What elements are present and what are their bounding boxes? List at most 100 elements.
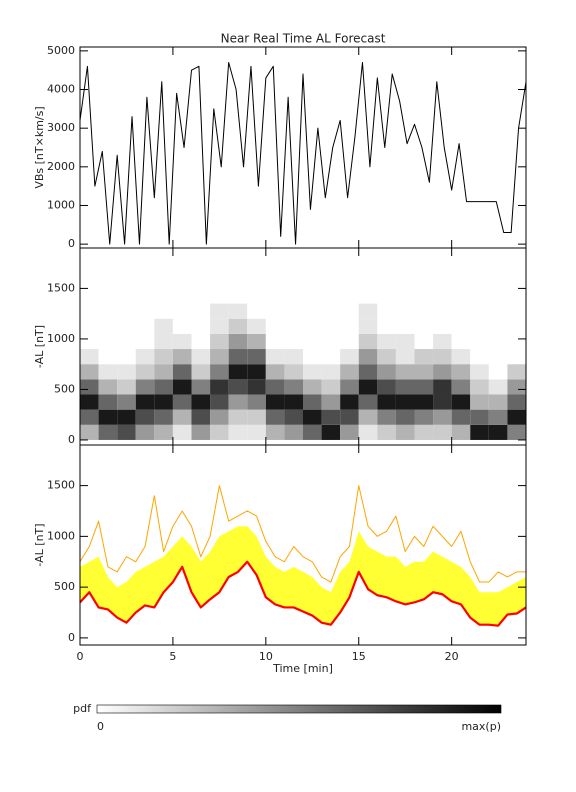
heat-cell bbox=[284, 333, 303, 350]
heat-cell bbox=[395, 394, 415, 410]
heat-cell bbox=[80, 318, 99, 334]
heat-cell bbox=[377, 288, 396, 304]
heat-cell bbox=[377, 364, 396, 380]
heat-cell bbox=[414, 424, 434, 440]
heat-cell bbox=[98, 333, 118, 350]
heat-cell bbox=[135, 364, 155, 380]
heat-cell bbox=[451, 333, 471, 350]
heat-cell bbox=[154, 364, 173, 380]
heat-cell bbox=[154, 394, 173, 410]
x-tick-label: 0 bbox=[77, 650, 84, 663]
heat-cell bbox=[451, 318, 471, 334]
heat-cell bbox=[80, 333, 99, 350]
heat-cell bbox=[433, 409, 452, 425]
heat-cell bbox=[98, 303, 118, 319]
y-tick-label: 500 bbox=[54, 580, 75, 593]
heat-cell bbox=[98, 394, 118, 410]
heat-cell bbox=[488, 379, 508, 395]
heat-cell bbox=[414, 303, 434, 319]
heat-cell bbox=[154, 379, 173, 395]
heat-cell bbox=[247, 288, 266, 304]
heat-cell bbox=[321, 364, 341, 380]
heat-cell bbox=[340, 424, 359, 440]
heat-cell bbox=[265, 409, 285, 425]
heat-cell bbox=[414, 349, 434, 365]
heat-cell bbox=[414, 379, 434, 395]
heat-cell bbox=[507, 349, 526, 365]
heat-cell bbox=[247, 409, 266, 425]
heat-cell bbox=[228, 349, 248, 365]
heat-cell bbox=[228, 318, 248, 334]
heat-cell bbox=[265, 333, 285, 350]
heat-cell bbox=[228, 333, 248, 350]
heat-cell bbox=[340, 379, 359, 395]
colorbar-label: pdf bbox=[73, 702, 92, 715]
heat-cell bbox=[340, 333, 359, 350]
heat-cell bbox=[191, 333, 211, 350]
heat-cell bbox=[414, 364, 434, 380]
heat-cell bbox=[210, 424, 229, 440]
heat-cell bbox=[135, 318, 155, 334]
heat-cell bbox=[172, 333, 192, 350]
heat-cell bbox=[321, 349, 341, 365]
y-axis-label: -AL [nT] bbox=[33, 325, 46, 368]
heat-cell bbox=[172, 409, 192, 425]
band bbox=[80, 526, 526, 626]
heat-cell bbox=[154, 349, 173, 365]
y-tick-label: 1500 bbox=[47, 281, 75, 294]
y-tick-label: 1500 bbox=[47, 479, 75, 492]
heat-cell bbox=[98, 424, 118, 440]
heat-cell bbox=[358, 349, 378, 365]
heat-cell bbox=[488, 409, 508, 425]
heat-cell bbox=[265, 424, 285, 440]
heat-cell bbox=[284, 288, 303, 304]
heat-cell bbox=[154, 318, 173, 334]
heat-cell bbox=[117, 409, 136, 425]
heat-cell bbox=[135, 394, 155, 410]
heat-cell bbox=[284, 349, 303, 365]
heat-cell bbox=[117, 318, 136, 334]
y-tick-label: 1000 bbox=[47, 529, 75, 542]
heat-cell bbox=[98, 379, 118, 395]
heat-cell bbox=[470, 333, 489, 350]
heat-cell bbox=[228, 424, 248, 440]
heat-cell bbox=[470, 349, 489, 365]
heat-cell bbox=[488, 424, 508, 440]
x-tick-label: 10 bbox=[259, 650, 273, 663]
heat-cell bbox=[210, 288, 229, 304]
heat-cell bbox=[135, 349, 155, 365]
heat-cell bbox=[247, 349, 266, 365]
heat-cell bbox=[507, 364, 526, 380]
heat-cell bbox=[172, 349, 192, 365]
heat-cell bbox=[117, 379, 136, 395]
heat-cell bbox=[414, 333, 434, 350]
heat-cell bbox=[488, 288, 508, 304]
heat-cell bbox=[451, 364, 471, 380]
heat-cell bbox=[451, 379, 471, 395]
x-tick-label: 15 bbox=[352, 650, 366, 663]
heat-cell bbox=[172, 424, 192, 440]
heat-cell bbox=[265, 303, 285, 319]
heat-cell bbox=[340, 364, 359, 380]
heat-cell bbox=[210, 379, 229, 395]
heat-cell bbox=[395, 424, 415, 440]
heat-cell bbox=[247, 318, 266, 334]
heat-cell bbox=[395, 409, 415, 425]
heat-cell bbox=[470, 303, 489, 319]
heat-cell bbox=[154, 409, 173, 425]
heat-cell bbox=[321, 288, 341, 304]
y-tick-label: 2000 bbox=[47, 160, 75, 173]
colorbar-tick-label: 0 bbox=[97, 720, 104, 733]
heat-cell bbox=[154, 424, 173, 440]
heat-cell bbox=[321, 379, 341, 395]
heat-cell bbox=[507, 303, 526, 319]
y-tick-label: 3000 bbox=[47, 121, 75, 134]
heat-cell bbox=[80, 364, 99, 380]
heat-cell bbox=[98, 349, 118, 365]
heat-cell bbox=[117, 394, 136, 410]
heat-cell bbox=[117, 364, 136, 380]
heat-cell bbox=[358, 303, 378, 319]
heat-cell bbox=[377, 379, 396, 395]
heat-cell bbox=[488, 303, 508, 319]
heat-cell bbox=[303, 318, 322, 334]
